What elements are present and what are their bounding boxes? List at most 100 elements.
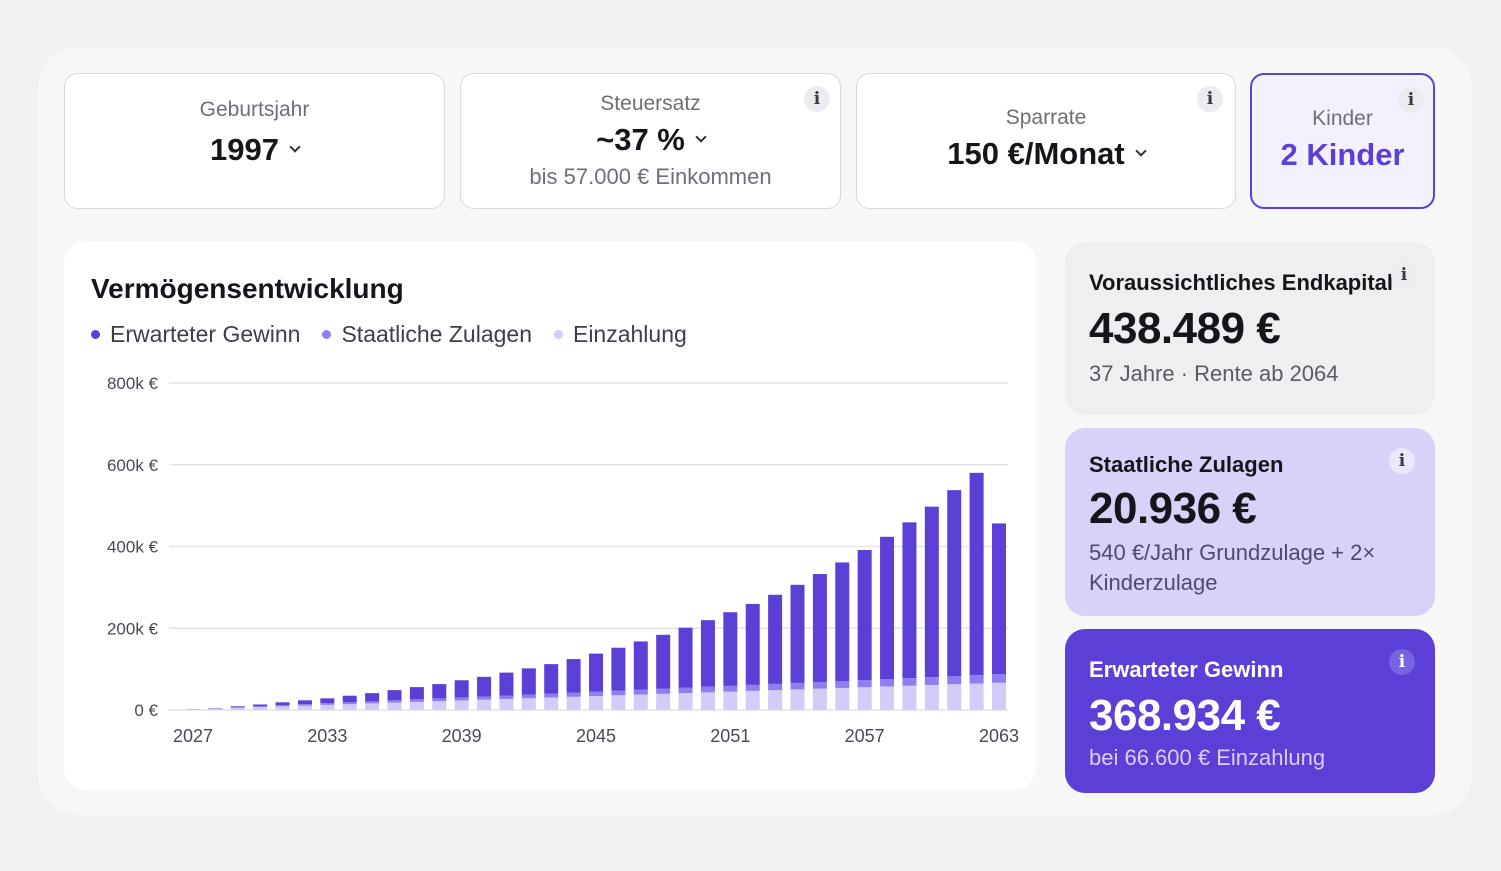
bar-segment-erwarteter-gewinn <box>969 472 984 676</box>
info-icon[interactable]: i <box>1197 86 1223 112</box>
info-icon[interactable]: i <box>1398 87 1424 113</box>
bar-segment-erwarteter-gewinn <box>387 690 402 701</box>
tax-rate-selector[interactable]: Steuersatz ~37 % bis 57.000 € Einkommen … <box>460 73 841 209</box>
bar-segment-einzahlung <box>230 707 245 710</box>
y-tick-label: 800k € <box>107 374 159 393</box>
bar-segment-erwarteter-gewinn <box>275 702 290 706</box>
legend-item-einzahlung: Einzahlung <box>553 321 687 348</box>
bar-segment-einzahlung <box>297 705 312 710</box>
bar-segment-erwarteter-gewinn <box>230 706 245 708</box>
bar-segment-einzahlung <box>432 701 447 710</box>
bar-segment-erwarteter-gewinn <box>589 653 603 692</box>
birth-year-label: Geburtsjahr <box>199 98 310 121</box>
bar-segment-staatliche-zulagen <box>499 695 514 699</box>
bar-segment-einzahlung <box>835 687 850 710</box>
bar-segment-erwarteter-gewinn <box>790 584 805 683</box>
bar-segment-staatliche-zulagen <box>230 707 245 708</box>
bar-segment-einzahlung <box>320 704 335 710</box>
info-icon[interactable]: i <box>1391 262 1417 288</box>
expected-gain-subtext: bei 66.600 € Einzahlung <box>1089 745 1326 770</box>
bar-segment-einzahlung <box>656 693 671 710</box>
info-icon[interactable]: i <box>1389 448 1415 474</box>
bar-segment-erwarteter-gewinn <box>477 676 492 697</box>
bar-segment-einzahlung <box>611 695 626 710</box>
info-icon[interactable]: i <box>1389 649 1415 675</box>
bar-segment-einzahlung <box>477 699 492 710</box>
y-tick-label: 600k € <box>107 456 159 475</box>
bar-segment-staatliche-zulagen <box>790 682 805 690</box>
saving-rate-selector[interactable]: Sparrate 150 €/Monat i <box>856 73 1236 209</box>
bar-segment-erwarteter-gewinn <box>700 620 715 687</box>
bar-segment-staatliche-zulagen <box>409 699 424 702</box>
saving-rate-value: 150 €/Monat <box>947 136 1147 172</box>
bar-segment-erwarteter-gewinn <box>678 627 693 688</box>
bar-segment-staatliche-zulagen <box>454 697 469 701</box>
x-tick-label: 2057 <box>845 726 885 746</box>
bar-segment-staatliche-zulagen <box>521 694 536 699</box>
bar-segment-staatliche-zulagen <box>365 701 380 704</box>
bar-segment-einzahlung <box>768 690 783 710</box>
bar-segment-einzahlung <box>700 692 715 710</box>
bar-segment-staatliche-zulagen <box>387 700 402 703</box>
birth-year-selector[interactable]: Geburtsjahr 1997 <box>64 73 445 209</box>
children-label: Kinder <box>1312 107 1373 130</box>
chart-legend: Erwarteter Gewinn Staatliche Zulagen Ein… <box>91 321 687 348</box>
bar-segment-einzahlung <box>544 697 559 710</box>
bar-segment-einzahlung <box>678 693 693 710</box>
info-icon[interactable]: i <box>804 86 830 112</box>
subsidies-title: Staatliche Zulagen <box>1089 452 1284 477</box>
bar-segment-einzahlung <box>633 694 648 710</box>
chevron-down-icon <box>695 131 707 143</box>
bar-segment-staatliche-zulagen <box>633 689 648 695</box>
bar-segment-einzahlung <box>454 700 469 710</box>
bar-segment-staatliche-zulagen <box>992 674 1006 683</box>
bar-segment-staatliche-zulagen <box>589 691 603 697</box>
bar-segment-erwarteter-gewinn <box>499 672 514 696</box>
x-tick-label: 2063 <box>979 726 1019 746</box>
bar-segment-einzahlung <box>812 688 827 710</box>
bar-segment-erwarteter-gewinn <box>992 523 1006 675</box>
bar-segment-erwarteter-gewinn <box>745 603 760 685</box>
bar-segment-staatliche-zulagen <box>902 678 917 686</box>
bar-segment-einzahlung <box>992 682 1006 710</box>
bar-segment-erwarteter-gewinn <box>633 641 648 690</box>
bar-segment-staatliche-zulagen <box>320 703 335 705</box>
bar-segment-staatliche-zulagen <box>947 676 962 685</box>
tax-rate-value: ~37 % <box>596 122 707 158</box>
saving-rate-value-text: 150 €/Monat <box>947 136 1125 171</box>
saving-rate-label: Sparrate <box>1005 106 1087 129</box>
bar-segment-erwarteter-gewinn <box>454 680 469 698</box>
expected-gain-title: Erwarteter Gewinn <box>1089 657 1284 682</box>
bar-segment-staatliche-zulagen <box>678 687 693 694</box>
bar-segment-einzahlung <box>745 690 760 710</box>
x-tick-label: 2039 <box>442 726 482 746</box>
bar-segment-staatliche-zulagen <box>566 692 581 697</box>
legend-item-gewinn: Erwarteter Gewinn <box>91 321 300 348</box>
legend-item-zulagen: Staatliche Zulagen <box>322 321 532 348</box>
bar-segment-erwarteter-gewinn <box>253 704 268 707</box>
bar-segment-erwarteter-gewinn <box>365 693 380 702</box>
birth-year-value-text: 1997 <box>210 132 279 167</box>
y-tick-label: 200k € <box>107 619 159 638</box>
wealth-chart-panel: Vermögensentwicklung Erwarteter Gewinn S… <box>64 241 1036 790</box>
bar-segment-erwarteter-gewinn <box>342 695 357 703</box>
expected-gain-card: Erwarteter Gewinn 368.934 € bei 66.600 €… <box>1065 629 1435 793</box>
subsidies-card: Staatliche Zulagen 20.936 € 540 €/Jahr G… <box>1065 428 1435 616</box>
legend-label: Erwarteter Gewinn <box>110 321 301 347</box>
bar-segment-einzahlung <box>275 706 290 710</box>
bar-segment-einzahlung <box>790 689 805 710</box>
bar-segment-staatliche-zulagen <box>812 681 827 689</box>
bar-segment-staatliche-zulagen <box>880 679 895 687</box>
legend-dot <box>91 330 100 339</box>
x-tick-label: 2033 <box>307 726 347 746</box>
chevron-down-icon <box>289 141 301 153</box>
bar-segment-staatliche-zulagen <box>275 705 290 707</box>
x-tick-label: 2045 <box>576 726 616 746</box>
bar-segment-erwarteter-gewinn <box>521 668 536 695</box>
bar-segment-staatliche-zulagen <box>432 698 447 702</box>
children-value: 2 Kinder <box>1280 137 1405 172</box>
bar-segment-staatliche-zulagen <box>723 685 738 692</box>
children-selector[interactable]: Kinder 2 Kinder i <box>1250 73 1435 209</box>
tax-rate-subtext: bis 57.000 € Einkommen <box>529 164 772 189</box>
bar-segment-erwarteter-gewinn <box>924 506 939 678</box>
